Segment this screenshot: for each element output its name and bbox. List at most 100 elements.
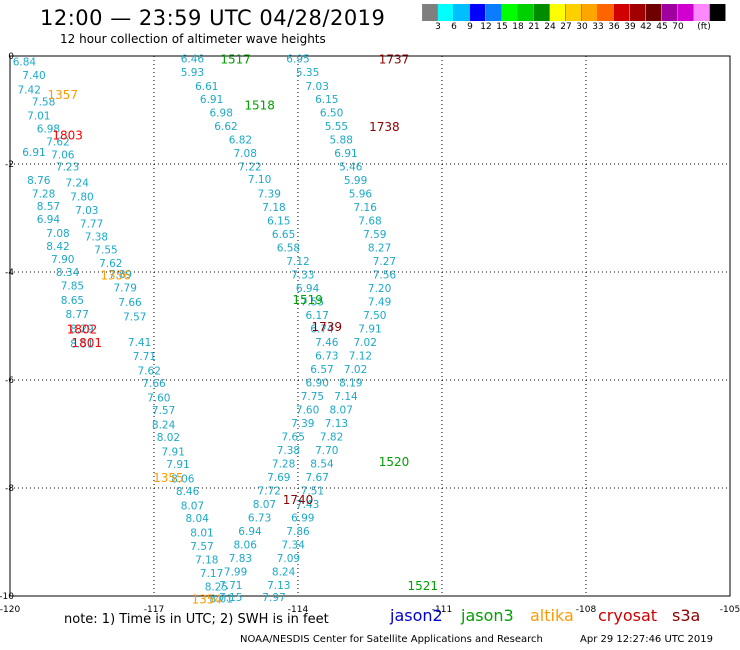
swh-value: 8.07 bbox=[253, 499, 276, 511]
swh-value: 8.25 bbox=[205, 581, 228, 593]
x-tick-label: -114 bbox=[288, 605, 309, 615]
color-swatch bbox=[598, 4, 614, 21]
swh-value: 7.79 bbox=[114, 283, 137, 295]
y-tick-label: -4 bbox=[5, 268, 14, 278]
color-scale-label: (ft) bbox=[697, 22, 711, 32]
color-scale-label: 3 bbox=[435, 22, 441, 32]
swh-value: 6.50 bbox=[320, 108, 343, 120]
color-swatch bbox=[502, 4, 518, 21]
color-swatch bbox=[518, 4, 534, 21]
swh-value: 7.02 bbox=[344, 364, 367, 376]
swh-value: 6.91 bbox=[334, 148, 357, 160]
swh-value: 7.46 bbox=[315, 337, 339, 349]
swh-value: 7.86 bbox=[286, 526, 310, 538]
axis-ticks: -120 -117 -114 -111 -108 -105 0 -2 -4 -6 -8 -10 bbox=[0, 52, 740, 615]
swh-value: 7.03 bbox=[306, 81, 329, 93]
swh-value: 7.06 bbox=[51, 149, 75, 161]
swh-value: 8.27 bbox=[368, 243, 391, 255]
swh-value: 7.14 bbox=[334, 391, 358, 403]
swh-value: 7.55 bbox=[94, 244, 117, 256]
satellite-legend-altika: altika bbox=[530, 606, 574, 625]
swh-value: 8.65 bbox=[61, 295, 84, 307]
swh-value: 8.06 bbox=[171, 473, 195, 485]
color-swatch bbox=[566, 4, 582, 21]
swh-value: 7.51 bbox=[301, 486, 324, 498]
pass-time-label: 1355 bbox=[153, 471, 184, 485]
swh-value: 7.15 bbox=[219, 592, 242, 604]
swh-value: 6.74 bbox=[310, 324, 334, 336]
timestamp-text: Apr 29 12:27:46 UTC 2019 bbox=[580, 634, 713, 645]
swh-value: 7.71 bbox=[219, 580, 242, 592]
swh-value: 8.02 bbox=[157, 432, 180, 444]
x-tick-label: -120 bbox=[0, 605, 20, 615]
swh-value: 7.33 bbox=[291, 270, 314, 282]
swh-value: 7.13 bbox=[325, 418, 348, 430]
pass-time-label: 1738 bbox=[369, 120, 400, 134]
swh-value: 7.57 bbox=[190, 541, 213, 553]
color-scale-label: 30 bbox=[576, 22, 588, 32]
swh-value: 7.18 bbox=[195, 554, 218, 566]
swh-value: 7.60 bbox=[147, 392, 170, 404]
swh-value: 7.09 bbox=[277, 553, 300, 565]
color-scale-labels: 3 6 9 12 15 18 21 24 27 30 33 36 39 42 45 70 (ft) bbox=[422, 21, 726, 35]
swh-value: 7.59 bbox=[363, 229, 386, 241]
swh-value: 5.55 bbox=[325, 121, 348, 133]
color-swatch bbox=[454, 4, 470, 21]
map-grid bbox=[10, 56, 730, 596]
swh-value: 7.08 bbox=[46, 228, 69, 240]
swh-value: 8.19 bbox=[339, 378, 362, 390]
swh-value: 7.56 bbox=[373, 270, 397, 282]
color-scale-label: 36 bbox=[608, 22, 620, 32]
swh-value: 8.51 bbox=[70, 338, 93, 350]
swh-value: 6.15 bbox=[315, 94, 338, 106]
swh-value: 6.91 bbox=[22, 147, 45, 159]
x-tick-label: -105 bbox=[720, 605, 740, 615]
swh-value: 6.57 bbox=[310, 364, 333, 376]
swh-value: 6.98 bbox=[210, 108, 233, 120]
color-scale-label: 15 bbox=[496, 22, 508, 32]
swh-value: 6.61 bbox=[195, 81, 218, 93]
color-scale-bar bbox=[422, 4, 726, 21]
swh-value: 6.73 bbox=[315, 351, 338, 363]
swh-value: 8.07 bbox=[181, 500, 204, 512]
color-scale-label: 33 bbox=[592, 22, 604, 32]
swh-value: 6.17 bbox=[306, 310, 329, 322]
color-swatch bbox=[550, 4, 566, 21]
swh-value: 5.93 bbox=[181, 67, 204, 79]
swh-value: 8.06 bbox=[234, 540, 258, 552]
swh-value: 8.01 bbox=[190, 527, 213, 539]
swh-value: 7.28 bbox=[32, 189, 55, 201]
swh-value: 7.41 bbox=[128, 337, 151, 349]
swh-value: 7.77 bbox=[80, 218, 103, 230]
swh-value: 5.96 bbox=[349, 189, 373, 201]
swh-value: 7.20 bbox=[368, 283, 391, 295]
swh-points: 6.847.407.427.587.016.987.627.066.917.23… bbox=[13, 54, 397, 606]
swh-value: 5.88 bbox=[330, 135, 353, 147]
swh-value: 7.66 bbox=[118, 297, 142, 309]
swh-value: 8.42 bbox=[46, 241, 69, 253]
swh-value: 6.62 bbox=[214, 121, 237, 133]
swh-value: 7.01 bbox=[27, 110, 50, 122]
swh-value: 7.80 bbox=[70, 191, 93, 203]
swh-value: 5.46 bbox=[339, 162, 363, 174]
swh-value: 7.75 bbox=[301, 391, 324, 403]
swh-value: 8.24 bbox=[272, 567, 296, 579]
swh-value: 7.39 bbox=[258, 189, 281, 201]
swh-value: 7.89 bbox=[109, 269, 132, 281]
color-swatch bbox=[630, 4, 646, 21]
swh-value: 6.94 bbox=[37, 214, 61, 226]
color-swatch bbox=[614, 4, 630, 21]
swh-value: 7.65 bbox=[282, 432, 305, 444]
swh-value: 7.16 bbox=[354, 202, 378, 214]
swh-value: 7.24 bbox=[66, 177, 90, 189]
color-scale-label: 70 bbox=[672, 22, 684, 32]
swh-value: 7.13 bbox=[267, 580, 290, 592]
color-scale-label: 24 bbox=[544, 22, 556, 32]
color-swatch bbox=[678, 4, 694, 21]
color-swatch bbox=[534, 4, 550, 21]
swh-value: 7.91 bbox=[162, 446, 185, 458]
swh-value: 7.67 bbox=[306, 472, 329, 484]
swh-value: 7.10 bbox=[248, 174, 271, 186]
swh-value: 7.12 bbox=[349, 351, 372, 363]
